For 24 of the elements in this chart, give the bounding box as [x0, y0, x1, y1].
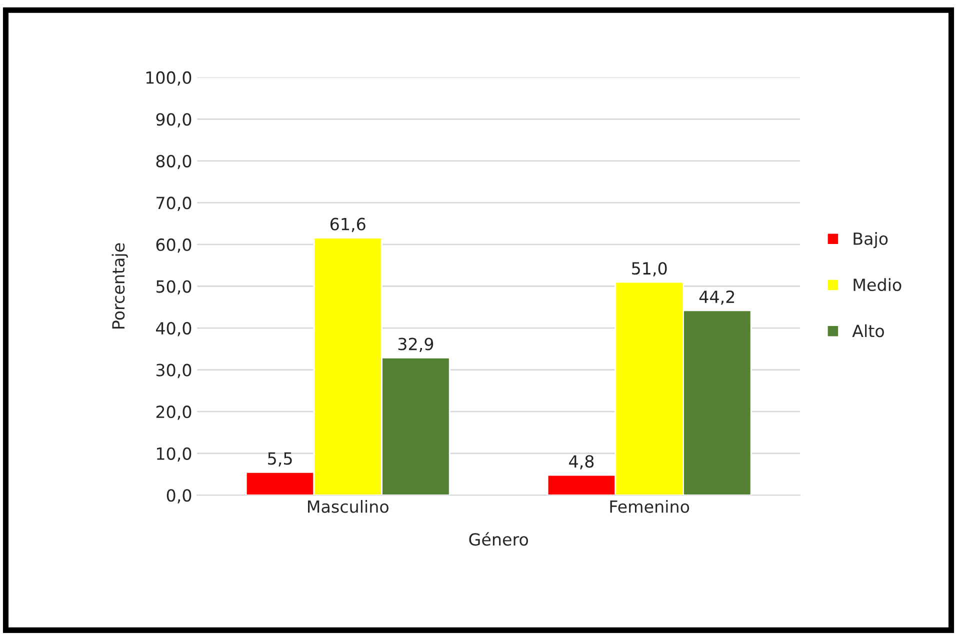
x-axis-title: Género	[469, 532, 528, 546]
y-tick-label: 100,0	[146, 71, 192, 86]
legend-label: Medio	[854, 278, 902, 292]
y-tick-label: 40,0	[156, 322, 192, 336]
y-tick-label: 60,0	[156, 238, 192, 253]
y-tick-label: 0,0	[166, 489, 192, 504]
y-tick-label: 10,0	[157, 447, 192, 462]
legend-label: Alto	[852, 324, 884, 338]
data-label: 32,9	[398, 338, 434, 352]
y-tick-label: 90,0	[156, 113, 192, 128]
data-label: 44,2	[699, 290, 734, 305]
legend-label: Bajo	[854, 232, 888, 248]
data-label: 61,6	[330, 218, 366, 232]
y-tick-label: 30,0	[156, 364, 192, 378]
y-tick-label: 70,0	[156, 196, 192, 211]
data-label: 51,0	[632, 262, 667, 276]
data-label: 4,8	[569, 455, 594, 470]
y-tick-label: 20,0	[156, 406, 192, 420]
x-tick-label: Femenino	[610, 500, 690, 513]
y-axis-title: Porcentaje	[112, 243, 128, 328]
y-tick-label: 80,0	[156, 154, 192, 170]
x-tick-label: Masculino	[308, 500, 388, 513]
y-tick-label: 50,0	[156, 280, 192, 295]
data-label: 5,5	[268, 452, 292, 466]
